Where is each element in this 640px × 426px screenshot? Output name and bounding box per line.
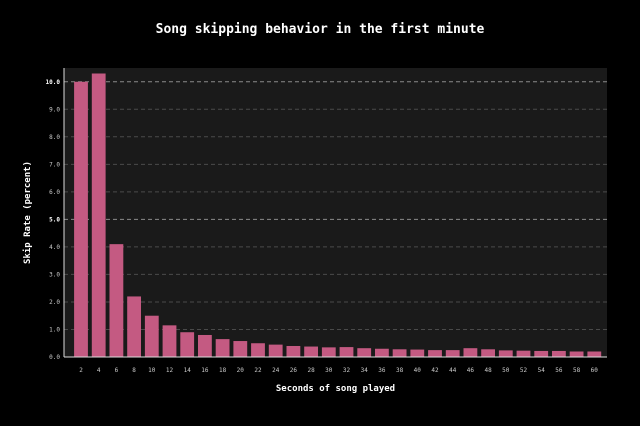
bar bbox=[144, 315, 159, 357]
x-tick-label: 22 bbox=[254, 367, 262, 374]
x-tick-label: 18 bbox=[219, 367, 227, 374]
bar bbox=[481, 349, 496, 357]
bar bbox=[251, 343, 265, 357]
x-tick-label: 42 bbox=[431, 367, 439, 374]
y-tick-label: 0.0 bbox=[49, 354, 60, 361]
x-tick-label: 24 bbox=[272, 367, 280, 374]
x-tick-label: 40 bbox=[414, 367, 422, 374]
y-tick-label: 10.0 bbox=[46, 79, 61, 86]
x-tick-label: 8 bbox=[132, 367, 136, 374]
x-tick-label: 48 bbox=[484, 367, 492, 374]
bar bbox=[445, 350, 460, 357]
bar bbox=[339, 347, 354, 357]
bar bbox=[410, 349, 425, 357]
bar bbox=[551, 350, 566, 357]
bar bbox=[162, 325, 177, 357]
bar bbox=[233, 341, 248, 357]
bar bbox=[180, 332, 195, 357]
y-tick-label: 5.0 bbox=[49, 216, 60, 223]
bar bbox=[463, 348, 478, 357]
y-tick-label: 2.0 bbox=[49, 299, 60, 306]
x-tick-label: 38 bbox=[396, 367, 404, 374]
bar bbox=[569, 351, 584, 357]
x-tick-label: 10 bbox=[148, 367, 156, 374]
x-tick-label: 16 bbox=[201, 367, 209, 374]
x-tick-label: 36 bbox=[378, 367, 386, 374]
x-tick-label: 56 bbox=[555, 367, 563, 374]
y-tick-label: 3.0 bbox=[49, 271, 60, 278]
x-tick-label: 26 bbox=[290, 367, 298, 374]
bar bbox=[357, 348, 372, 357]
x-tick-label: 14 bbox=[184, 367, 192, 374]
bar bbox=[498, 350, 513, 357]
bar bbox=[109, 244, 124, 357]
bar bbox=[304, 346, 319, 357]
x-tick-label: 60 bbox=[591, 367, 599, 374]
bar bbox=[374, 348, 389, 357]
bar bbox=[268, 344, 283, 357]
bar bbox=[127, 296, 142, 357]
x-tick-label: 50 bbox=[502, 367, 510, 374]
y-tick-label: 1.0 bbox=[49, 326, 60, 333]
bar bbox=[286, 345, 301, 357]
x-tick-label: 30 bbox=[325, 367, 333, 374]
bar bbox=[587, 351, 602, 357]
x-tick-label: 46 bbox=[467, 367, 475, 374]
x-tick-label: 34 bbox=[361, 367, 369, 374]
x-tick-label: 54 bbox=[538, 367, 546, 374]
x-tick-label: 58 bbox=[573, 367, 581, 374]
bar bbox=[215, 339, 230, 357]
bar bbox=[534, 350, 549, 357]
bar bbox=[197, 334, 212, 357]
x-tick-label: 44 bbox=[449, 367, 457, 374]
x-tick-label: 32 bbox=[343, 367, 351, 374]
x-tick-label: 4 bbox=[97, 367, 101, 374]
y-tick-label: 8.0 bbox=[49, 134, 60, 141]
plot-area bbox=[64, 68, 607, 357]
bar bbox=[428, 350, 442, 357]
y-tick-label: 9.0 bbox=[49, 106, 60, 113]
x-tick-label: 2 bbox=[79, 367, 83, 374]
chart-title: Song skipping behavior in the first minu… bbox=[155, 22, 485, 37]
x-axis-label: Seconds of song played bbox=[276, 384, 395, 394]
bar bbox=[321, 347, 336, 357]
y-tick-label: 6.0 bbox=[49, 189, 60, 196]
x-tick-label: 28 bbox=[307, 367, 315, 374]
x-tick-label: 52 bbox=[520, 367, 528, 374]
bar bbox=[392, 349, 407, 357]
y-axis-label: Skip Rate (percent) bbox=[22, 161, 33, 264]
y-tick-label: 7.0 bbox=[49, 161, 60, 168]
y-tick-label: 4.0 bbox=[49, 244, 60, 251]
x-tick-label: 20 bbox=[237, 367, 245, 374]
bar bbox=[74, 81, 88, 357]
bar bbox=[516, 350, 531, 357]
x-tick-label: 12 bbox=[166, 367, 174, 374]
bar bbox=[91, 73, 106, 357]
x-tick-label: 6 bbox=[115, 367, 119, 374]
